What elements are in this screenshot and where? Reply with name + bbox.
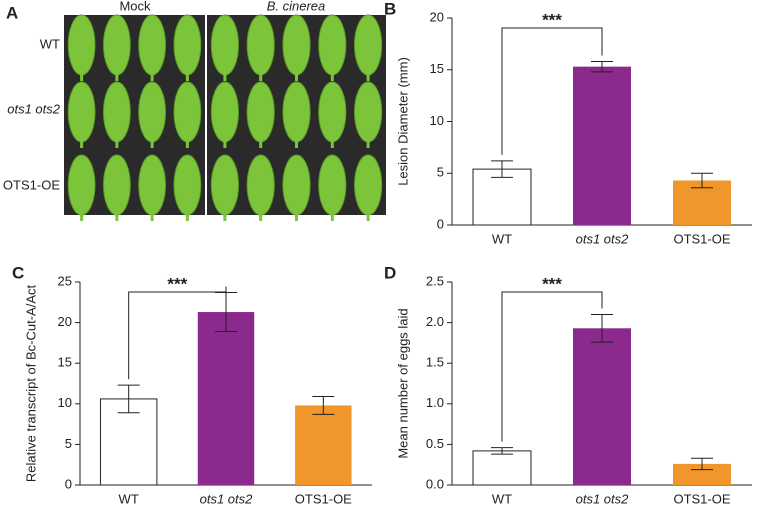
leaf [210, 154, 240, 216]
y-tick-label: 5 [437, 165, 444, 180]
y-tick-label: 10 [58, 395, 72, 410]
x-tick-label: WT [492, 491, 512, 506]
row-label: OTS1-OE [3, 177, 60, 192]
x-tick-label: ots1 ots2 [200, 491, 254, 506]
significance-label: *** [542, 274, 562, 293]
y-axis-label: Mean number of eggs laid [395, 308, 410, 458]
significance-label: *** [167, 274, 187, 293]
leaf [173, 154, 202, 216]
leaf [318, 81, 347, 143]
x-tick-label: WT [492, 231, 512, 246]
y-axis-label: Relative transcript of Bc-Cut-A/Act [23, 285, 38, 483]
leaf [102, 81, 131, 143]
y-tick-label: 20 [58, 314, 72, 329]
significance-label: *** [542, 10, 562, 29]
panel-label: C [12, 263, 24, 282]
leaf [138, 154, 167, 216]
x-tick-label: ots1 ots2 [576, 231, 630, 246]
bar [472, 450, 532, 486]
bar [673, 463, 731, 485]
y-tick-label: 0.0 [426, 476, 444, 491]
leaf [173, 81, 202, 143]
leaf [282, 81, 311, 143]
leaf [210, 14, 240, 76]
y-tick-label: 0.5 [426, 436, 444, 451]
leaf [318, 154, 347, 216]
leaf [102, 14, 131, 76]
row-label: ots1 ots2 [7, 101, 61, 116]
x-tick-label: OTS1-OE [295, 491, 352, 506]
bar [99, 398, 158, 486]
leaf [282, 154, 311, 216]
x-tick-label: OTS1-OE [673, 231, 730, 246]
significance-bracket [128, 286, 227, 380]
leaf [138, 81, 167, 143]
y-tick-label: 15 [430, 61, 444, 76]
leaf [246, 154, 275, 216]
y-tick-label: 0 [65, 476, 72, 491]
column-label: Mock [119, 0, 151, 13]
significance-bracket [501, 27, 603, 155]
leaf [246, 14, 275, 76]
leaf [67, 154, 96, 216]
y-tick-label: 20 [430, 9, 444, 24]
leaf [246, 81, 275, 143]
bar [573, 328, 631, 485]
leaf [318, 14, 347, 76]
x-tick-label: ots1 ots2 [576, 491, 630, 506]
leaf [353, 154, 383, 216]
significance-bracket [501, 291, 603, 442]
bar [472, 168, 532, 226]
y-tick-label: 1.5 [426, 355, 444, 370]
y-axis-label: Lesion Diameter (mm) [395, 57, 410, 186]
y-tick-label: 1.0 [426, 395, 444, 410]
y-tick-label: 15 [58, 355, 72, 370]
y-tick-label: 2.0 [426, 314, 444, 329]
x-tick-label: WT [119, 491, 139, 506]
leaf [210, 81, 240, 143]
bar [573, 66, 631, 226]
leaf [67, 81, 96, 143]
column-label: B. cinerea [267, 0, 326, 13]
y-tick-label: 10 [430, 113, 444, 128]
leaf [138, 14, 167, 76]
leaf [102, 154, 131, 216]
panel-label: A [6, 3, 18, 22]
leaf [67, 14, 96, 76]
leaf [353, 14, 383, 76]
y-tick-label: 25 [58, 273, 72, 288]
x-tick-label: OTS1-OE [673, 491, 730, 506]
leaf [353, 81, 383, 143]
bar [197, 312, 255, 485]
panel-label: B [384, 0, 396, 18]
photo-panel: A Mock B. cinerea WT ots1 ots2 OTS1-OE [3, 0, 386, 221]
y-tick-label: 2.5 [426, 273, 444, 288]
y-tick-label: 5 [65, 436, 72, 451]
row-label: WT [40, 36, 60, 51]
y-tick-label: 0 [437, 216, 444, 231]
leaf [282, 14, 311, 76]
bar [295, 405, 352, 485]
leaf [173, 14, 202, 76]
leaves [67, 14, 383, 221]
panel-label: D [384, 263, 396, 282]
